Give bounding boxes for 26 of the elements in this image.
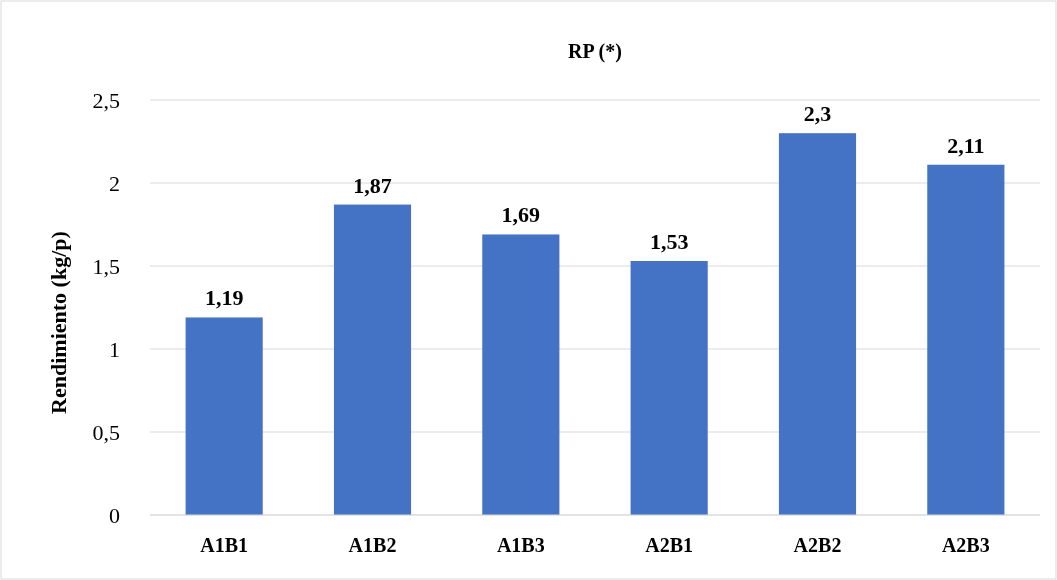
y-tick-label: 2 [109, 170, 120, 196]
x-tick-label: A1B3 [496, 534, 545, 556]
x-tick-label: A2B2 [793, 534, 842, 556]
data-label: 1,19 [204, 285, 244, 311]
data-label: 2,11 [947, 132, 985, 158]
bar [482, 234, 560, 515]
bar [630, 261, 708, 515]
data-label: 1,69 [501, 202, 541, 228]
y-tick-label: 1 [109, 336, 120, 362]
data-label: 1,53 [649, 229, 689, 255]
bar [333, 204, 412, 515]
bar [778, 133, 857, 515]
y-tick-label: 0,5 [92, 419, 120, 445]
bar [185, 317, 263, 515]
y-tick-label: 2,5 [92, 87, 120, 113]
y-tick-label: 1,5 [92, 253, 120, 279]
y-tick-label: 0 [109, 502, 120, 528]
x-tick-label: A2B1 [645, 534, 694, 556]
data-label: 2,3 [803, 101, 832, 127]
y-axis-title: Rendimiento (kg/p) [46, 231, 71, 414]
bar [927, 164, 1005, 515]
chart-title: RP (*) [568, 40, 622, 63]
x-tick-label: A1B1 [200, 534, 249, 556]
data-label: 1,87 [353, 172, 392, 198]
x-tick-label: A1B2 [348, 534, 397, 556]
x-tick-label: A2B3 [941, 534, 990, 556]
